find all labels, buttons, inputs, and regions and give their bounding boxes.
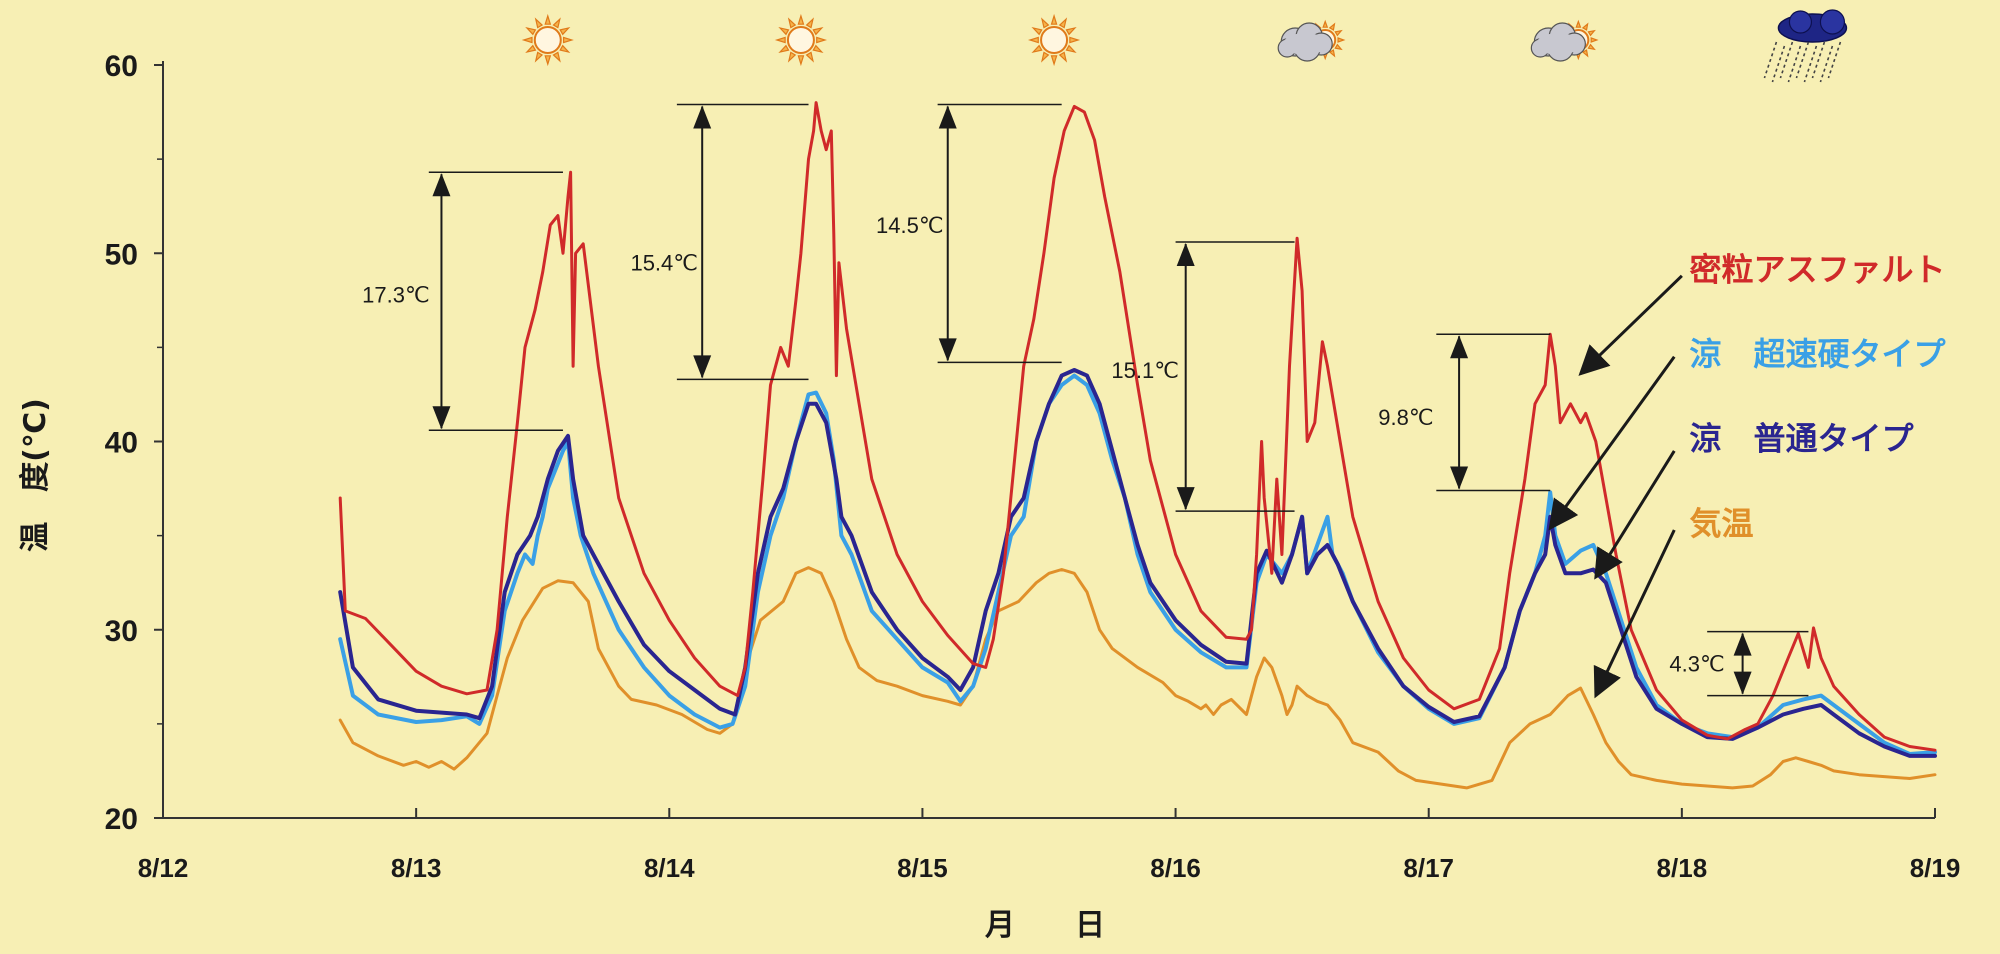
difference-annotations: 17.3℃ 15.4℃ 14.5℃ 15.1℃ 9.8℃ 4.3℃ — [362, 103, 1809, 697]
x-tick-label: 8/12 — [138, 853, 189, 883]
difference-annotation-4: 15.1℃ — [1111, 241, 1295, 512]
legend-arrow — [1594, 450, 1676, 580]
series-lines — [338, 101, 1937, 790]
legend-entry-4: 気温 — [1593, 504, 1753, 699]
legend-label: 気温 — [1689, 504, 1753, 542]
annotation-arrow-up — [938, 105, 957, 129]
annotation-arrow-up — [432, 173, 451, 197]
annotation-arrow-down — [432, 406, 451, 430]
sun-icon — [774, 13, 828, 67]
difference-annotation-1: 17.3℃ — [362, 171, 563, 431]
weather-icons — [521, 9, 1848, 83]
annotation-arrow-down — [693, 355, 712, 379]
series-line-1 — [338, 101, 1937, 752]
annotation-label: 15.4℃ — [630, 251, 698, 276]
annotation-arrow-down — [1176, 487, 1195, 511]
y-tick-label: 50 — [105, 238, 138, 271]
x-tick-label: 8/14 — [644, 853, 695, 883]
sun-icon — [521, 13, 574, 67]
legend-entry-1: 密粒アスファルト — [1578, 250, 1945, 376]
difference-annotation-2: 15.4℃ — [630, 103, 809, 381]
y-tick-label: 30 — [105, 615, 138, 648]
cloud-sun-icon — [1277, 19, 1346, 62]
legend-arrow — [1548, 355, 1676, 531]
y-tick-label: 20 — [105, 803, 138, 836]
x-tick-label: 8/18 — [1657, 853, 1708, 883]
annotation-arrow-down — [1733, 671, 1752, 695]
legend-label: 涼 普通タイプ — [1689, 420, 1914, 458]
annotation-label: 15.1℃ — [1111, 358, 1179, 383]
x-tick-label: 8/19 — [1910, 853, 1961, 883]
legend-entry-2: 涼 超速硬タイプ — [1548, 335, 1946, 531]
legend-label: 密粒アスファルト — [1689, 250, 1945, 288]
legend-label: 涼 超速硬タイプ — [1689, 335, 1946, 373]
y-tick-label: 40 — [105, 427, 138, 460]
y-tick-label: 60 — [105, 50, 138, 83]
x-tick-label: 8/17 — [1403, 853, 1454, 883]
cloud-shape — [1530, 22, 1586, 62]
annotation-arrow-up — [1450, 335, 1469, 359]
rain-icon — [1763, 9, 1848, 83]
x-axis-label: 月 日 — [985, 908, 1105, 943]
difference-annotation-6: 4.3℃ — [1669, 630, 1809, 697]
legend-arrow — [1578, 274, 1683, 376]
cloud-sun-icon — [1530, 19, 1599, 62]
sun-icon — [1027, 13, 1081, 67]
series-line-4 — [338, 566, 1937, 790]
x-tick-label: 8/15 — [897, 853, 948, 883]
annotation-arrow-up — [1176, 242, 1195, 266]
annotation-arrow-up — [693, 105, 712, 129]
annotation-label: 4.3℃ — [1669, 652, 1724, 677]
cloud-shape — [1277, 22, 1333, 62]
annotation-arrow-up — [1733, 632, 1752, 656]
x-tick-label: 8/16 — [1150, 853, 1201, 883]
annotation-label: 14.5℃ — [876, 213, 944, 238]
difference-annotation-5: 9.8℃ — [1378, 333, 1551, 492]
legend-arrow — [1593, 529, 1676, 699]
y-axis-label: 温 度(℃) — [18, 398, 53, 552]
annotation-arrow-down — [1450, 466, 1469, 490]
difference-annotation-3: 14.5℃ — [876, 103, 1062, 364]
axes: 20 30 40 50 60 8/12 8/13 8/14 8/15 8/16 8/17 8/18 8/… — [105, 50, 1961, 883]
annotation-label: 17.3℃ — [362, 283, 430, 308]
series-line-3 — [338, 368, 1937, 758]
annotation-label: 9.8℃ — [1378, 405, 1433, 430]
annotation-arrow-down — [938, 338, 957, 362]
x-tick-label: 8/13 — [391, 853, 442, 883]
legend-entry-3: 涼 普通タイプ — [1594, 420, 1914, 580]
